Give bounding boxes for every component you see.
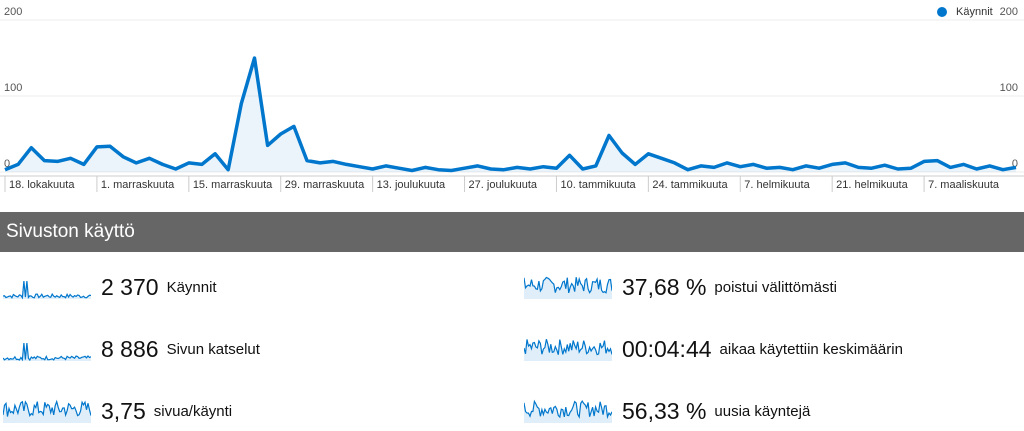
sparkline-line [3, 342, 91, 362]
metric-label: poistui välittömästi [714, 278, 837, 296]
metric: 2 370 Käynnit [3, 267, 217, 307]
metric-value: 8 886 [101, 335, 159, 362]
sparkline [3, 280, 91, 300]
metric: 00:04:44 aikaa käytettiin keskimäärin [524, 329, 903, 369]
metric-value: 37,68 % [622, 273, 707, 300]
x-tick-label: 7. maaliskuuta [928, 179, 1000, 191]
x-tick-label: 18. lokakuuta [9, 179, 75, 191]
metric: 37,68 % poistui välittömästi [524, 267, 837, 307]
x-tick-label: 7. helmikuuta [744, 179, 810, 191]
sparkline-area [524, 401, 612, 423]
metric-value: 2 370 [101, 273, 159, 300]
sparkline [524, 399, 612, 423]
y-tick-label: 200 [4, 6, 22, 18]
sparkline-line [3, 280, 91, 300]
area [5, 58, 1016, 172]
chart: Käynnit 0 0 100 100 200 200 18. lokakuuta 1. ma… [0, 6, 1024, 192]
metric-label: uusia käyntejä [714, 402, 811, 420]
x-tick-label: 29. marraskuuta [285, 179, 365, 191]
line-series [4, 56, 1017, 173]
metric: 8 886 Sivun katselut [3, 329, 260, 369]
y-tick-label: 100 [4, 82, 22, 94]
sparkline [3, 342, 91, 362]
metric: 3,75 sivua/käynti [3, 391, 232, 431]
metric-value: 56,33 % [622, 397, 707, 424]
metric-label: Käynnit [166, 278, 217, 296]
sparkline [3, 399, 91, 423]
metric: 56,33 % uusia käyntejä [524, 391, 810, 431]
sparkline-line [524, 276, 612, 294]
x-tick-label: 27. joulukuuta [469, 179, 538, 191]
y-tick-label-right: 100 [1000, 82, 1018, 94]
y-tick-label: 0 [4, 158, 10, 170]
metric-value: 00:04:44 [622, 335, 712, 362]
section-header: Sivuston käyttö [0, 212, 1024, 252]
legend-label: Käynnit [956, 6, 993, 18]
metric-label: sivua/käynti [153, 402, 233, 420]
y-tick-label-right: 0 [1012, 158, 1018, 170]
x-tick-label: 24. tammikuuta [652, 179, 728, 191]
sparkline [524, 339, 612, 361]
x-tick-label: 21. helmikuuta [836, 179, 908, 191]
x-tick-label: 13. joulukuuta [377, 179, 446, 191]
sparkline-line [3, 399, 91, 418]
sparkline-line [524, 399, 612, 420]
metric-value: 3,75 [101, 397, 146, 424]
y-tick-label-right: 200 [1000, 6, 1018, 18]
sparkline-line [524, 339, 612, 356]
legend-dot [937, 7, 947, 17]
sparkline [524, 276, 612, 299]
x-tick-label: 1. marraskuuta [101, 179, 175, 191]
metric-label: Sivun katselut [166, 340, 260, 358]
x-tick-label: 15. marraskuuta [193, 179, 273, 191]
metric-label: aikaa käytettiin keskimäärin [719, 340, 903, 358]
x-tick-label: 10. tammikuuta [560, 179, 636, 191]
